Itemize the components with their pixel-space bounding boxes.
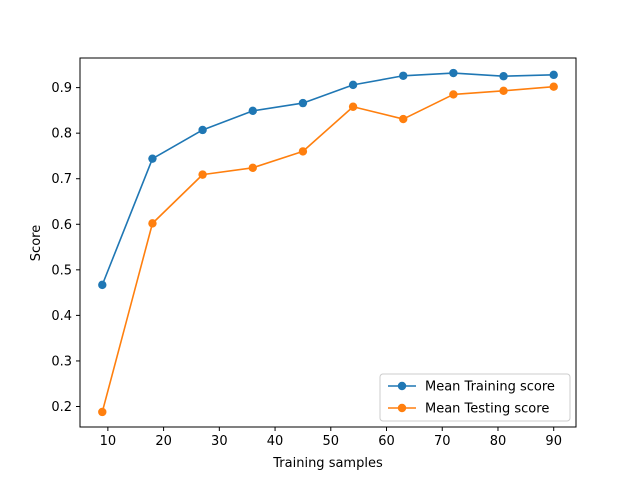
x-tick-label: 50: [323, 434, 340, 449]
x-tick-label: 80: [490, 434, 507, 449]
data-point: [98, 280, 107, 290]
axes-frame: [79, 57, 577, 428]
y-axis-title: Score: [29, 225, 44, 261]
data-point: [98, 407, 107, 417]
y-tick-label: 0.3: [51, 354, 72, 369]
data-point: [499, 86, 508, 96]
x-tick-label: 90: [545, 434, 562, 449]
data-point: [198, 170, 207, 179]
data-point: [148, 154, 157, 163]
data-point: [399, 71, 408, 80]
x-tick-label: 10: [100, 434, 117, 449]
y-tick-label: 0.8: [51, 127, 72, 142]
data-point: [348, 80, 358, 90]
legend-item: Mean Training score: [388, 380, 555, 395]
series-1: [98, 68, 558, 290]
series-line: [101, 72, 554, 286]
data-point: [348, 102, 358, 111]
data-point: [499, 72, 508, 81]
plot-area: 10 20 30 40 50 60 70 80 90 0.2 0.3 0.4 0.5 0.6 0.7 0.8 0…: [51, 57, 577, 449]
series-line: [101, 85, 554, 413]
x-tick-label: 20: [155, 434, 172, 449]
legend-marker: [397, 403, 407, 413]
legend-item: Mean Testing score: [388, 402, 549, 417]
data-point: [449, 68, 458, 78]
data-point: [248, 163, 257, 172]
legend-label: Mean Testing score: [425, 402, 549, 417]
y-tick-label: 0.7: [51, 172, 72, 187]
y-tick-label: 0.4: [51, 309, 72, 324]
legend-marker: [397, 381, 407, 391]
legend-label: Mean Training score: [425, 380, 555, 395]
legend: Mean Training score Mean Testing score: [379, 373, 571, 422]
data-point: [399, 114, 408, 124]
x-axis-title: Training samples: [272, 456, 383, 471]
y-tick-label: 0.6: [51, 218, 72, 233]
x-tick-label: 60: [378, 434, 395, 449]
x-tick-label: 70: [434, 434, 451, 449]
data-point: [549, 70, 558, 80]
data-point: [298, 147, 308, 156]
legend-box: [379, 373, 571, 422]
data-point: [449, 90, 458, 99]
x-tick-label: 40: [267, 434, 284, 449]
data-point: [198, 125, 207, 135]
series-2: [98, 82, 558, 417]
data-point: [298, 98, 308, 108]
y-tick-label: 0.9: [51, 81, 72, 96]
y-tick-label: 0.2: [51, 400, 72, 415]
y-tick-label: 0.5: [51, 263, 72, 278]
x-tick-label: 30: [211, 434, 228, 449]
data-point: [148, 219, 157, 228]
data-point: [549, 82, 558, 91]
data-point: [248, 106, 257, 116]
